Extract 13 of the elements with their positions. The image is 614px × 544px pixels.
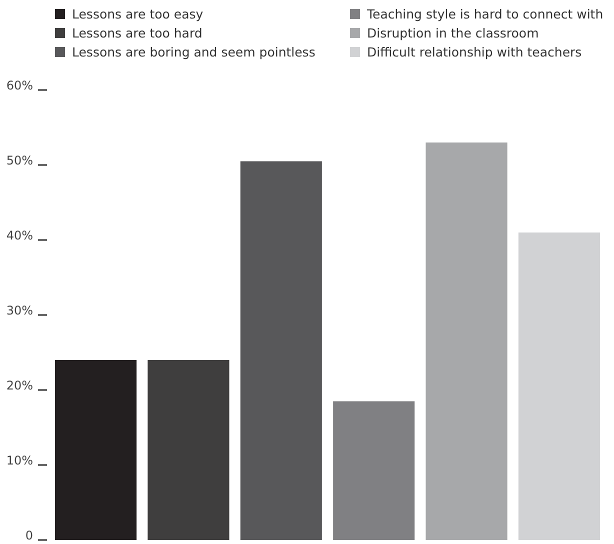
y-tick-label: 50%	[6, 153, 33, 168]
y-tick-label: 40%	[6, 228, 33, 242]
legend-label: Teaching style is hard to connect with	[366, 6, 604, 22]
legend-label: Difficult relationship with teachers	[367, 44, 582, 60]
legend-label: Lessons are too hard	[72, 26, 202, 40]
y-tick-label: 60%	[6, 78, 33, 92]
legend-label: Lessons are too easy	[72, 6, 204, 22]
legend-label: Lessons are boring and seem pointless	[72, 44, 316, 60]
y-tick-label: 30%	[6, 303, 33, 318]
y-tick-label: 20%	[6, 378, 33, 392]
y-tick-label: 10%	[6, 453, 33, 468]
y-tick-label: 0	[25, 528, 33, 542]
legend-label: Disruption in the classroom	[367, 26, 539, 40]
